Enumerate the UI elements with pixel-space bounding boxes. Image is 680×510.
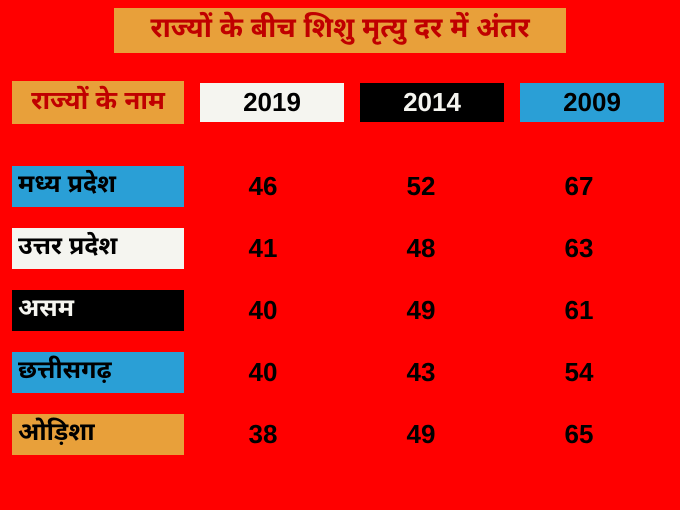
value-2014: 52 bbox=[342, 171, 500, 202]
value-2019: 38 bbox=[184, 419, 342, 450]
state-name: मध्य प्रदेश bbox=[12, 166, 184, 207]
state-name: उत्तर प्रदेश bbox=[12, 228, 184, 269]
table-row: मध्य प्रदेश465267 bbox=[12, 168, 668, 204]
state-name: छत्तीसगढ़ bbox=[12, 352, 184, 393]
value-2014: 49 bbox=[342, 419, 500, 450]
state-name: असम bbox=[12, 290, 184, 331]
value-2019: 40 bbox=[184, 357, 342, 388]
header-states: राज्यों के नाम bbox=[12, 81, 184, 124]
value-2009: 54 bbox=[500, 357, 658, 388]
value-2009: 63 bbox=[500, 233, 658, 264]
header-2009: 2009 bbox=[520, 83, 664, 122]
value-2009: 61 bbox=[500, 295, 658, 326]
header-2014: 2014 bbox=[360, 83, 504, 122]
table-row: उत्तर प्रदेश414863 bbox=[12, 230, 668, 266]
table-row: असम404961 bbox=[12, 292, 668, 328]
value-2014: 43 bbox=[342, 357, 500, 388]
value-2009: 67 bbox=[500, 171, 658, 202]
page-title: राज्यों के बीच शिशु मृत्यु दर में अंतर bbox=[114, 8, 565, 53]
value-2019: 41 bbox=[184, 233, 342, 264]
value-2019: 40 bbox=[184, 295, 342, 326]
table-row: छत्तीसगढ़404354 bbox=[12, 354, 668, 390]
table-row: ओड़िशा384965 bbox=[12, 416, 668, 452]
value-2014: 48 bbox=[342, 233, 500, 264]
value-2009: 65 bbox=[500, 419, 658, 450]
data-rows: मध्य प्रदेश465267 उत्तर प्रदेश414863 असम40… bbox=[12, 168, 668, 452]
header-row: राज्यों के नाम 2019 2014 2009 bbox=[12, 81, 668, 124]
title-wrap: राज्यों के बीच शिशु मृत्यु दर में अंतर bbox=[12, 8, 668, 53]
state-name: ओड़िशा bbox=[12, 414, 184, 455]
header-2019: 2019 bbox=[200, 83, 344, 122]
value-2014: 49 bbox=[342, 295, 500, 326]
value-2019: 46 bbox=[184, 171, 342, 202]
